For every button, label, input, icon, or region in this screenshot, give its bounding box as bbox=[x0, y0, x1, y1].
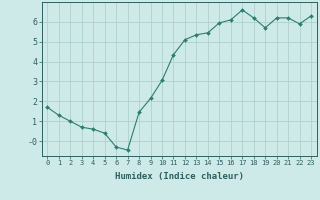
X-axis label: Humidex (Indice chaleur): Humidex (Indice chaleur) bbox=[115, 172, 244, 181]
